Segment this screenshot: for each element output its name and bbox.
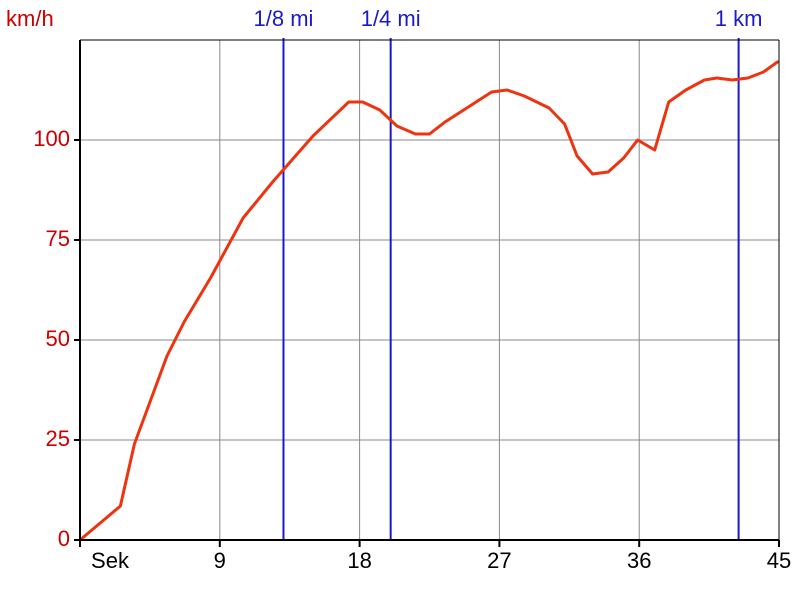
x-tick-label-0: Sek [91, 548, 130, 573]
x-tick-label-1: 9 [214, 548, 226, 573]
x-tick-labels: Sek 9 18 27 36 45 [91, 548, 791, 573]
y-tick-label-4: 100 [33, 126, 70, 151]
x-tick-label-3: 27 [487, 548, 511, 573]
x-tick-label-5: 45 [767, 548, 791, 573]
x-tick-label-2: 18 [347, 548, 371, 573]
series-layer [78, 60, 779, 542]
marker-label-1: 1/4 mi [361, 6, 421, 31]
series-line-0 [78, 60, 779, 542]
marker-label-0: 1/8 mi [254, 6, 314, 31]
distance-markers: 1/8 mi 1/4 mi 1 km [254, 6, 763, 540]
y-tick-label-2: 50 [46, 326, 70, 351]
y-tick-labels: 0 25 50 75 100 [33, 126, 70, 551]
marker-label-2: 1 km [715, 6, 763, 31]
axes [74, 39, 780, 547]
x-tick-label-4: 36 [627, 548, 651, 573]
y-tick-label-0: 0 [58, 526, 70, 551]
y-tick-label-3: 75 [46, 226, 70, 251]
y-tick-label-1: 25 [46, 426, 70, 451]
grid-lines [80, 40, 779, 540]
y-axis-label: km/h [6, 6, 54, 31]
